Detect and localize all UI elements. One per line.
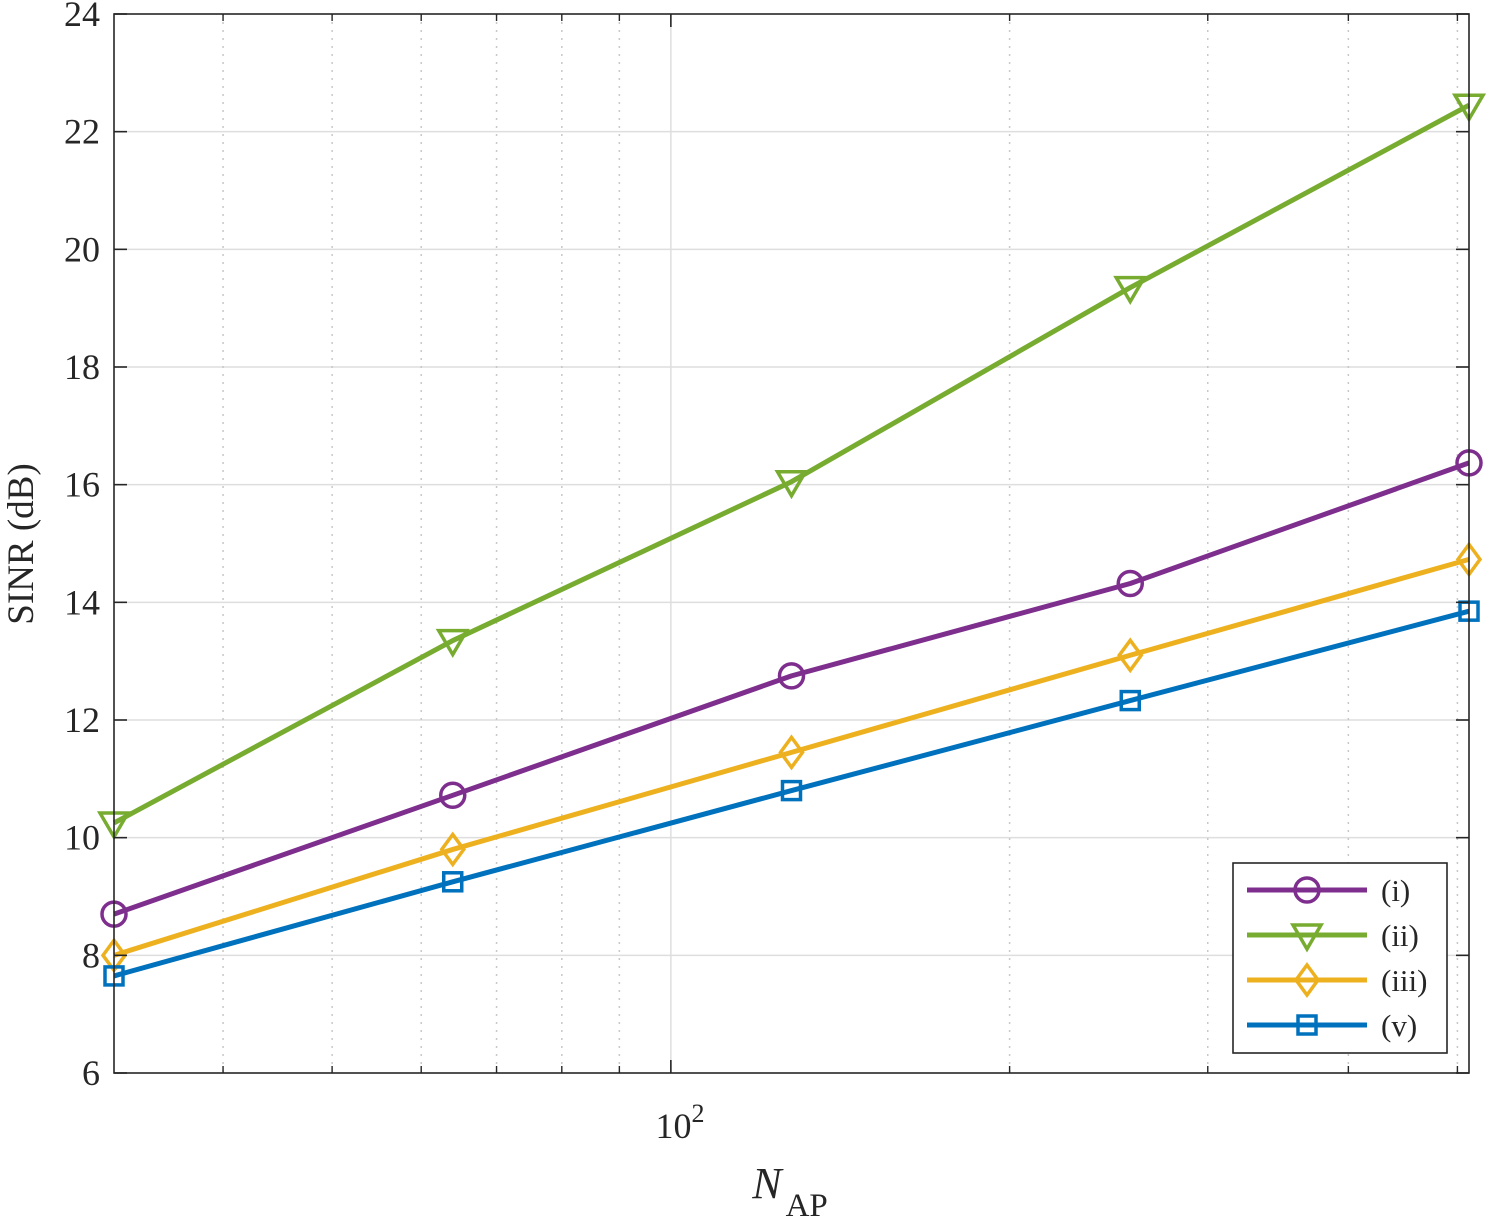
marker-square <box>1296 1014 1318 1036</box>
marker-square <box>442 871 464 893</box>
legend: (i) (ii) (iii) (v) <box>1232 862 1448 1054</box>
series-line <box>113 556 1470 958</box>
y-axis-label: SINR (dB) <box>1 463 42 624</box>
y-tick-label: 24 <box>64 0 100 34</box>
marker-circle <box>1293 876 1321 904</box>
y-tick-label: 10 <box>64 818 100 858</box>
series-line <box>112 102 1471 826</box>
legend-label: (iii) <box>1381 963 1428 998</box>
axis-ticks <box>114 13 1469 1074</box>
marker-triangle <box>1113 275 1148 306</box>
y-tick-label: 14 <box>64 582 100 622</box>
marker-square <box>780 779 803 802</box>
series-layer <box>96 93 1487 987</box>
legend-entry: (ii) <box>1247 918 1419 953</box>
y-tick-label: 16 <box>64 465 100 505</box>
marker-triangle <box>774 469 809 500</box>
marker-triangle <box>435 628 470 659</box>
series-4 <box>103 600 1480 987</box>
legend-label: (i) <box>1381 873 1410 908</box>
y-tick-label: 12 <box>64 700 100 740</box>
legend-box <box>1232 862 1448 1054</box>
y-tick-label: 6 <box>82 1053 100 1093</box>
marker-triangle <box>1289 923 1325 953</box>
y-tick-label: 18 <box>64 347 100 387</box>
legend-entry: (iii) <box>1247 962 1428 998</box>
y-tick-labels: 6 8 10 12 14 16 18 20 22 24 <box>64 0 100 1093</box>
marker-diamond <box>778 734 805 771</box>
marker-circle <box>1116 569 1144 598</box>
grid-lines <box>114 14 1469 1073</box>
marker-diamond <box>1293 962 1321 998</box>
x-tick-label-major: 102 <box>656 1099 705 1146</box>
marker-square <box>1119 689 1141 712</box>
marker-diamond <box>1117 637 1144 674</box>
y-tick-label: 20 <box>64 229 100 269</box>
plot-frame <box>113 13 1470 1074</box>
marker-circle <box>777 662 806 690</box>
y-tick-label: 8 <box>82 935 100 975</box>
legend-entry: (v) <box>1247 1008 1417 1043</box>
series-line <box>113 608 1470 979</box>
x-axis-label: N AP <box>751 1159 828 1220</box>
series-line <box>113 460 1470 917</box>
legend-label: (ii) <box>1381 918 1419 953</box>
marker-diamond <box>439 831 466 868</box>
legend-label: (v) <box>1381 1008 1417 1043</box>
legend-entry: (i) <box>1247 873 1410 908</box>
y-tick-label: 22 <box>64 112 100 152</box>
marker-circle <box>439 781 467 810</box>
